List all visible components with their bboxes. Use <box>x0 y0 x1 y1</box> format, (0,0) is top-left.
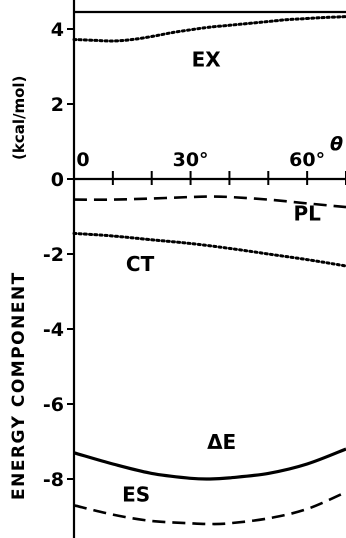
y-tick-label: -4 <box>43 319 64 341</box>
y-tick-label: -2 <box>43 244 64 266</box>
y-tick-label: 4 <box>51 19 64 41</box>
labels-layer: EX PL CT ΔE ES <box>122 48 321 507</box>
y-tick-label: -6 <box>43 394 64 416</box>
x-tick-label: 0 <box>76 149 89 171</box>
series-label: EX <box>192 48 222 72</box>
series-label: ES <box>122 483 150 507</box>
y-tick-label: 0 <box>51 169 64 191</box>
series-line-ex <box>72 15 346 43</box>
x-axis-label: θ <box>330 133 343 155</box>
axes: 4 2 0 -2 -4 -6 -8 0 30° 60° <box>43 0 346 538</box>
series-line-pl <box>73 195 346 209</box>
series-line-es <box>73 490 346 526</box>
series-line-e <box>73 447 346 481</box>
y-axis-unit: (kcal/mol) <box>10 76 28 160</box>
x-tick-label: 30° <box>173 149 209 171</box>
series-label: ΔE <box>207 430 236 454</box>
x-tick-label: 60° <box>289 149 325 171</box>
series-line-ct <box>72 231 346 268</box>
y-tick-label: 2 <box>51 94 64 116</box>
series-label: CT <box>126 252 155 276</box>
series-layer <box>72 15 346 526</box>
series-label: PL <box>293 201 321 225</box>
y-tick-label: -8 <box>43 469 64 491</box>
y-axis-label: ENERGY COMPONENT <box>9 271 29 500</box>
